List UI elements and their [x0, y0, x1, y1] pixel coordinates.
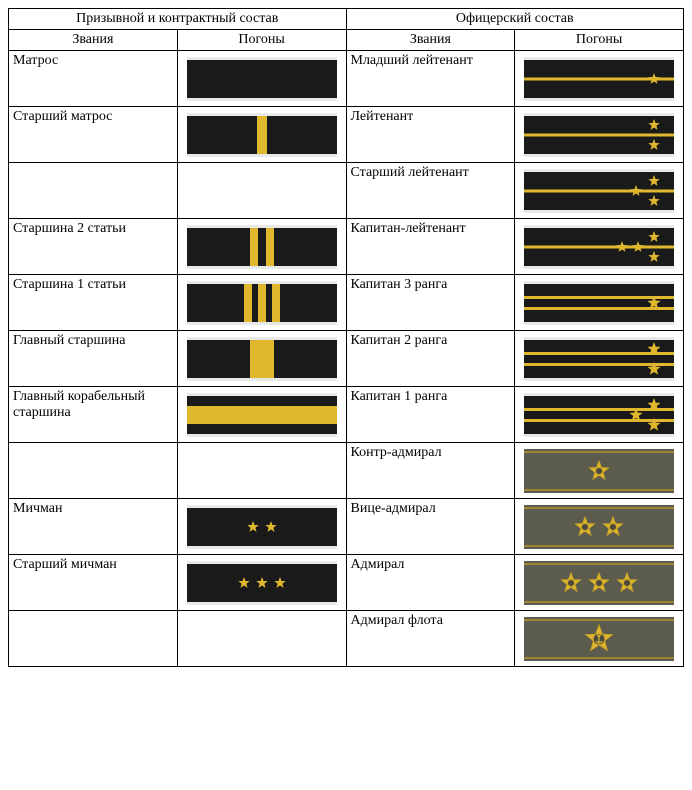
rank-name-left: Старший мичман — [9, 555, 178, 611]
table-row: Старший матрос Лейтенант — [9, 107, 684, 163]
header-right-group: Офицерский состав — [346, 9, 684, 30]
rank-name-right: Капитан 2 ранга — [346, 331, 515, 387]
insignia-right — [515, 443, 684, 499]
insignia-right — [515, 555, 684, 611]
insignia-right — [515, 51, 684, 107]
rank-name-right: Контр-адмирал — [346, 443, 515, 499]
table-row: Главный корабельный старшина Капитан 1 р… — [9, 387, 684, 443]
insignia-right — [515, 387, 684, 443]
insignia-left — [177, 499, 346, 555]
insignia-right — [515, 219, 684, 275]
insignia-left — [177, 275, 346, 331]
header-ranks-left: Звания — [9, 30, 178, 51]
rank-name-right: Вице-адмирал — [346, 499, 515, 555]
rank-name-left — [9, 443, 178, 499]
rank-name-right: Адмирал флота — [346, 611, 515, 667]
rank-name-left — [9, 611, 178, 667]
rank-name-left: Главный старшина — [9, 331, 178, 387]
rank-name-right: Младший лейтенант — [346, 51, 515, 107]
insignia-right — [515, 107, 684, 163]
rank-name-left: Старший матрос — [9, 107, 178, 163]
rank-name-right: Адмирал — [346, 555, 515, 611]
table-row: Мичман Вице-адмирал — [9, 499, 684, 555]
table-row: Старший мичман Адмирал — [9, 555, 684, 611]
insignia-left — [177, 443, 346, 499]
rank-name-left: Мичман — [9, 499, 178, 555]
rank-name-right: Лейтенант — [346, 107, 515, 163]
insignia-right — [515, 611, 684, 667]
insignia-left — [177, 107, 346, 163]
rank-name-right: Капитан 3 ранга — [346, 275, 515, 331]
rank-name-right: Старший лейтенант — [346, 163, 515, 219]
rank-name-left: Старшина 2 статьи — [9, 219, 178, 275]
table-row: Старшина 2 статьи Капитан-лейтенант — [9, 219, 684, 275]
rank-name-left — [9, 163, 178, 219]
insignia-left — [177, 555, 346, 611]
table-row: Старший лейтенант — [9, 163, 684, 219]
insignia-left — [177, 219, 346, 275]
rank-name-right: Капитан 1 ранга — [346, 387, 515, 443]
insignia-right — [515, 163, 684, 219]
insignia-right — [515, 331, 684, 387]
rank-name-left: Старшина 1 статьи — [9, 275, 178, 331]
header-left-group: Призывной и контрактный состав — [9, 9, 347, 30]
table-row: Матрос Младший лейтенант — [9, 51, 684, 107]
header-straps-right: Погоны — [515, 30, 684, 51]
table-row: Старшина 1 статьи Капитан 3 ранга — [9, 275, 684, 331]
table-row: Главный старшина Капитан 2 ранга — [9, 331, 684, 387]
header-straps-left: Погоны — [177, 30, 346, 51]
table-row: Адмирал флота — [9, 611, 684, 667]
insignia-left — [177, 51, 346, 107]
rank-name-left: Матрос — [9, 51, 178, 107]
insignia-left — [177, 331, 346, 387]
insignia-left — [177, 387, 346, 443]
rank-name-right: Капитан-лейтенант — [346, 219, 515, 275]
header-ranks-right: Звания — [346, 30, 515, 51]
insignia-left — [177, 611, 346, 667]
insignia-left — [177, 163, 346, 219]
ranks-table: Призывной и контрактный состав Офицерски… — [8, 8, 684, 667]
table-row: Контр-адмирал — [9, 443, 684, 499]
insignia-right — [515, 499, 684, 555]
insignia-right — [515, 275, 684, 331]
rank-name-left: Главный корабельный старшина — [9, 387, 178, 443]
